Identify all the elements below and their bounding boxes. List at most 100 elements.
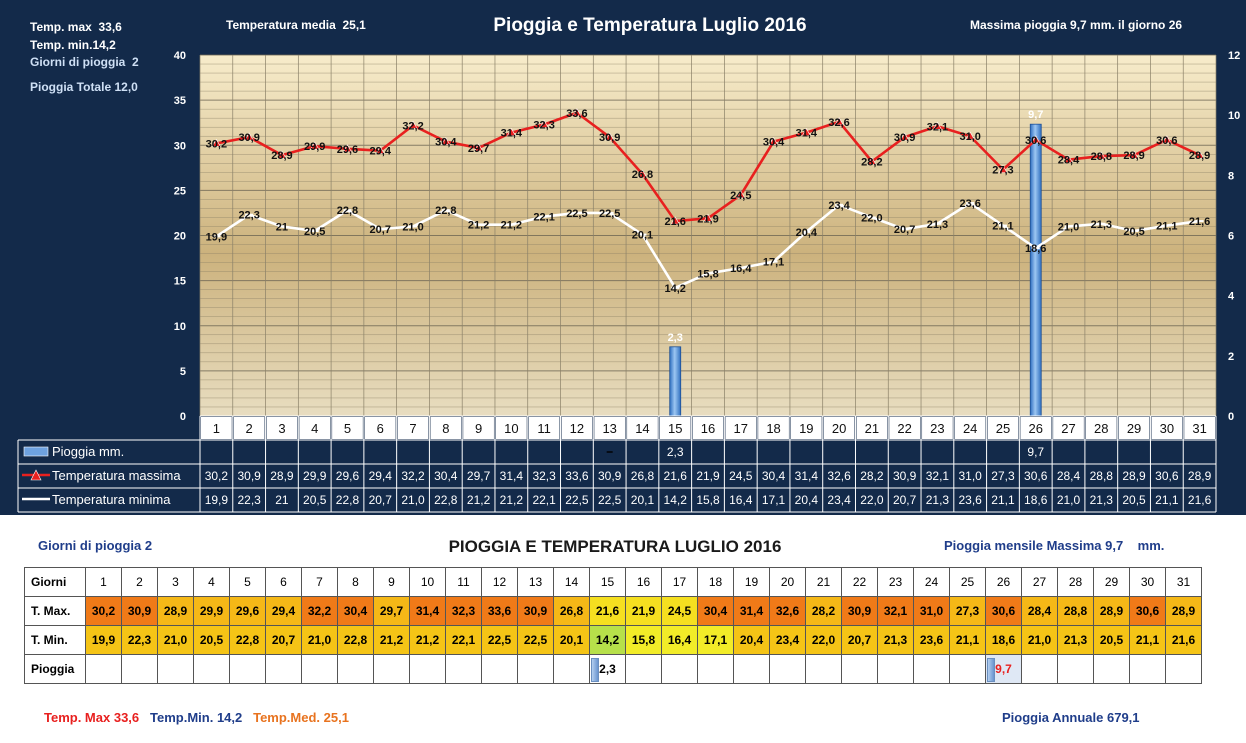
day-header: 30	[1129, 567, 1166, 597]
tmin-data-label: 20,1	[632, 230, 653, 242]
rain-cell	[733, 654, 770, 684]
rain-cell	[445, 654, 482, 684]
tmax-data-label: 31,4	[796, 128, 818, 140]
category-cell	[790, 417, 822, 439]
tmin-data-label: 23,6	[959, 198, 980, 210]
tmin-data-label: 21,0	[1058, 221, 1079, 233]
tmax-data-label: 28,8	[1091, 151, 1112, 163]
rain-cell	[193, 654, 230, 684]
legend-tmin-label: Temperatura minima	[52, 492, 171, 507]
table-row: Pioggia 2,3 9,7	[24, 654, 1202, 684]
table-tmax-value: 24,5	[729, 469, 753, 483]
table-tmin-value: 17,1	[762, 493, 786, 507]
tmin-data-label: 21,3	[1091, 219, 1112, 231]
y-left-tick-label: 35	[174, 95, 186, 107]
tmax-marker	[736, 190, 746, 199]
tmax-data-label: 30,9	[599, 132, 620, 144]
tmax-cell: 28,8	[1057, 596, 1094, 626]
x-tick-label: 23	[930, 421, 944, 436]
tmin-data-label: 22,5	[566, 208, 587, 220]
tmax-cell: 29,7	[373, 596, 410, 626]
rain-cell	[409, 654, 446, 684]
x-tick-label: 29	[1127, 421, 1141, 436]
rain-cell	[553, 654, 590, 684]
tmin-cell: 21,3	[1057, 625, 1094, 655]
table-row: T. Max. 30,2 30,9 28,9 29,9 29,6 29,4 32,2 30,4 2…	[24, 596, 1202, 626]
tmax-marker	[1195, 150, 1205, 159]
table-tmax-value: 29,4	[369, 469, 393, 483]
table-tmin-value: 21,2	[500, 493, 524, 507]
table-tmin-value: 21,3	[926, 493, 950, 507]
y-left-tick-label: 40	[174, 50, 186, 62]
day-header: 16	[625, 567, 662, 597]
x-tick-label: 8	[442, 421, 449, 436]
rain-bar	[669, 346, 682, 417]
tmax-marker	[539, 119, 549, 128]
table-tmax-value: 30,9	[893, 469, 917, 483]
rain-cell	[301, 654, 338, 684]
x-tick-label: 12	[570, 421, 584, 436]
category-cell	[561, 417, 593, 439]
tmax-marker	[998, 165, 1008, 173]
tmax-marker	[375, 146, 385, 154]
rain-bar	[1029, 123, 1042, 417]
x-tick-label: 4	[311, 421, 318, 436]
day-header: 22	[841, 567, 878, 597]
rain-cell	[1129, 654, 1166, 684]
legend-tmax-marker	[30, 469, 42, 481]
rain-cell	[517, 654, 554, 684]
day-header: 2	[121, 567, 158, 597]
x-tick-label: 30	[1160, 421, 1174, 436]
tmax-data-label: 33,6	[566, 108, 587, 120]
tmin-data-label: 21,1	[992, 221, 1013, 233]
category-cell	[1020, 417, 1052, 439]
day-header: 9	[373, 567, 410, 597]
x-tick-label: 21	[865, 421, 879, 436]
y-right-tick-label: 4	[1228, 291, 1235, 303]
legend-rain-label: Pioggia mm.	[52, 444, 124, 459]
tmin-cell: 18,6	[985, 625, 1022, 655]
rain-cell	[841, 654, 878, 684]
tmax-cell: 32,3	[445, 596, 482, 626]
tmin-cell: 21,6	[1165, 625, 1202, 655]
day-header: 6	[265, 567, 302, 597]
day-header: 26	[985, 567, 1022, 597]
tmin-cell: 20,5	[1093, 625, 1130, 655]
tmax-marker	[342, 144, 353, 153]
tmax-data-label: 29,6	[337, 144, 358, 156]
rain-cell	[481, 654, 518, 684]
tmax-data-label: 21,6	[665, 216, 686, 228]
day-header: 24	[913, 567, 950, 597]
tmax-marker	[572, 108, 582, 117]
footer-stats: Temp. Max 33,6 Temp.Min. 14,2 Temp.Med. …	[44, 710, 349, 725]
rain-data-label: 9,7	[1028, 109, 1043, 121]
tmax-marker	[932, 121, 942, 130]
day-header: 21	[805, 567, 842, 597]
day-header: 19	[733, 567, 770, 597]
table-tmax-value: 30,4	[434, 469, 458, 483]
y-right-tick-label: 2	[1228, 351, 1234, 363]
table-tmin-value: 19,9	[205, 493, 229, 507]
tmax-cell: 28,4	[1021, 596, 1058, 626]
table-tmin-value: 20,4	[795, 493, 819, 507]
tmax-marker	[1096, 151, 1106, 160]
y-left-tick-label: 25	[174, 185, 186, 197]
category-cell	[725, 417, 757, 439]
tmax-marker	[1063, 155, 1074, 163]
tmax-cell: 33,6	[481, 596, 518, 626]
tmin-cell: 14,2	[589, 625, 626, 655]
table-tmax-value: 28,8	[1090, 469, 1114, 483]
tmin-cell: 21,0	[301, 625, 338, 655]
day-header: 17	[661, 567, 698, 597]
tmax-data-label: 30,9	[238, 132, 259, 144]
tmax-marker	[900, 132, 910, 141]
tmin-cell: 21,0	[157, 625, 194, 655]
tmin-cell: 21,2	[409, 625, 446, 655]
table-tmin-value: 14,2	[664, 493, 688, 507]
tmin-data-label: 22,8	[435, 205, 456, 217]
tmax-data-label: 32,2	[402, 120, 423, 132]
day-header: 11	[445, 567, 482, 597]
rain-cell: 9,7	[985, 654, 1022, 684]
tmax-data-label: 32,1	[927, 121, 948, 133]
day-header: 4	[193, 567, 230, 597]
